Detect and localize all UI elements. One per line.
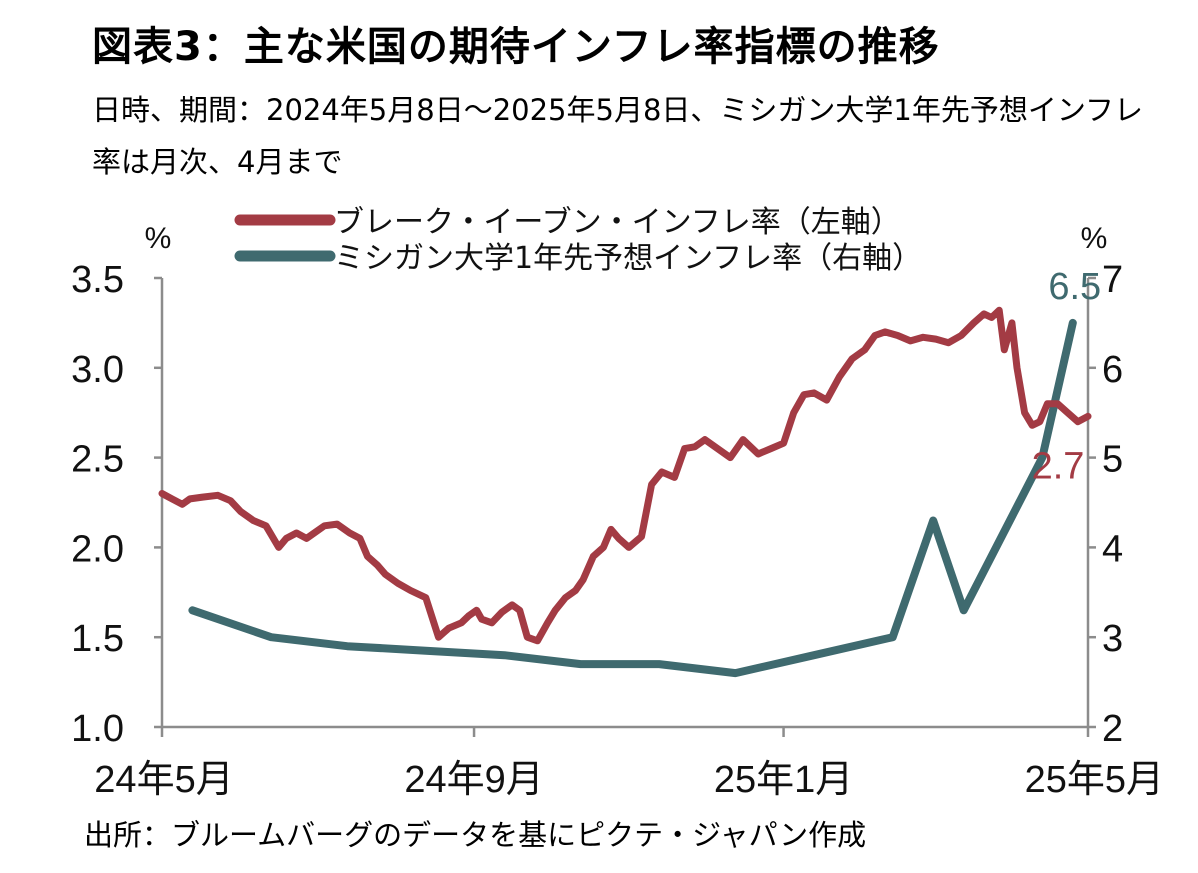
left-axis-tick-label: 3.0 xyxy=(71,349,124,391)
right-axis-tick-label: 7 xyxy=(1102,259,1123,301)
chart-subtitle: 日時、期間：2024年5月8日～2025年5月8日、ミシガン大学1年先予想インフ… xyxy=(92,93,1143,179)
left-axis-tick-label: 2.0 xyxy=(71,528,124,570)
left-axis-tick-label: 1.0 xyxy=(71,708,124,750)
chart-series xyxy=(158,306,1092,678)
legend-label: ミシガン大学1年先予想インフレ率（右軸） xyxy=(334,241,922,276)
left-axis-tick-label: 1.5 xyxy=(71,618,124,660)
x-axis-tick-label: 25年5月 xyxy=(1025,759,1164,801)
michigan-inflation-line xyxy=(188,318,1077,678)
left-axis-tick-label: 3.5 xyxy=(71,259,124,301)
chart-axes: 1.0 1.5 2.0 2.5 3.0 3.5 2 3 4 5 6 7% % 24年5月 24年9月 25年1… xyxy=(71,222,1164,801)
legend-label: ブレーク・イーブン・インフレ率（左軸） xyxy=(334,205,901,240)
chart-end-labels: 6.5 2.7 xyxy=(1032,266,1102,487)
left-axis-unit: % xyxy=(145,222,172,255)
right-axis-tick-label: 3 xyxy=(1102,618,1123,660)
michigan-end-label: 6.5 xyxy=(1048,266,1101,308)
breakeven-inflation-line xyxy=(158,306,1092,645)
breakeven-end-label: 2.7 xyxy=(1032,445,1085,487)
right-axis-tick-label: 6 xyxy=(1102,349,1123,391)
right-axis-tick-label: 2 xyxy=(1102,708,1123,750)
x-axis-tick-label: 24年5月 xyxy=(94,759,233,801)
chart-legend: ブレーク・イーブン・インフレ率（左軸）ミシガン大学1年先予想インフレ率（右軸） xyxy=(234,205,922,276)
chart-source-note: 出所：ブルームバーグのデータを基にピクテ・ジャパン作成 xyxy=(84,818,867,852)
right-axis-unit: % xyxy=(1081,222,1108,255)
left-axis-tick-label: 2.5 xyxy=(71,439,124,481)
x-axis-tick-label: 24年9月 xyxy=(404,759,543,801)
right-axis-tick-label: 4 xyxy=(1102,528,1123,570)
chart-title: 図表3：主な米国の期待インフレ率指標の推移 xyxy=(92,24,940,70)
x-axis-tick-label: 25年1月 xyxy=(714,759,853,801)
right-axis-tick-label: 5 xyxy=(1102,439,1123,481)
